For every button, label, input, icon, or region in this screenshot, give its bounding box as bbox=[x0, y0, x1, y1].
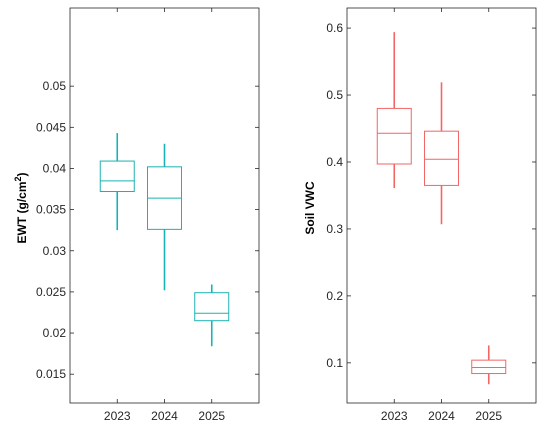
soil-vwc-y-tick-label: 0.4 bbox=[326, 155, 343, 169]
soil-vwc-x-tick-label-2025: 2025 bbox=[475, 409, 502, 423]
soil-vwc-panel: Soil VWC 0.1 0.2 0.3 0.4 0.5 0.6 2023 2024 2025 bbox=[303, 7, 537, 423]
soil-vwc-box-2025 bbox=[471, 345, 507, 385]
ewt-x-tick-label-2024: 2024 bbox=[151, 409, 178, 423]
soil-vwc-y-tick-label: 0.3 bbox=[326, 222, 343, 236]
ewt-iqr-box bbox=[194, 292, 230, 322]
ewt-box-2025 bbox=[194, 284, 230, 347]
soil-vwc-iqr-box bbox=[424, 130, 459, 186]
ewt-y-tick-label: 0.05 bbox=[43, 79, 67, 93]
ewt-y-tick-label: 0.04 bbox=[43, 161, 67, 175]
soil-vwc-y-axis-label: Soil VWC bbox=[303, 181, 317, 235]
ewt-box-2024 bbox=[147, 143, 182, 291]
soil-vwc-y-tick-label: 0.5 bbox=[326, 88, 343, 102]
ewt-y-axis-label: EWT (g/cm2) bbox=[13, 172, 29, 243]
soil-vwc-x-tick-label-2024: 2024 bbox=[428, 409, 455, 423]
ewt-box-2023 bbox=[99, 133, 135, 231]
ewt-panel: EWT (g/cm2) 0.015 0.02 0.025 0.03 0.035 0.04 0… bbox=[13, 7, 260, 423]
soil-vwc-y-tick-label: 0.6 bbox=[326, 21, 343, 35]
soil-vwc-y-tick-label: 0.1 bbox=[326, 356, 343, 370]
ewt-y-tick-label: 0.025 bbox=[36, 285, 66, 299]
ewt-x-tick-label-2025: 2025 bbox=[198, 409, 225, 423]
ewt-iqr-box bbox=[99, 160, 135, 193]
soil-vwc-x-tick-label-2023: 2023 bbox=[381, 409, 408, 423]
soil-vwc-box-2023 bbox=[376, 32, 412, 189]
ewt-axes-frame bbox=[69, 7, 260, 404]
ewt-y-tick-label: 0.015 bbox=[36, 367, 66, 381]
soil-vwc-box-2024 bbox=[424, 82, 459, 225]
ewt-y-tick-label: 0.02 bbox=[43, 326, 67, 340]
ewt-y-tick-label: 0.045 bbox=[36, 120, 66, 134]
ewt-y-tick-label: 0.03 bbox=[43, 244, 67, 258]
soil-vwc-iqr-box bbox=[471, 359, 507, 375]
ewt-x-tick-label-2023: 2023 bbox=[104, 409, 131, 423]
ewt-y-tick-label: 0.035 bbox=[36, 203, 66, 217]
soil-vwc-iqr-box bbox=[376, 107, 412, 165]
soil-vwc-y-tick-label: 0.2 bbox=[326, 289, 343, 303]
